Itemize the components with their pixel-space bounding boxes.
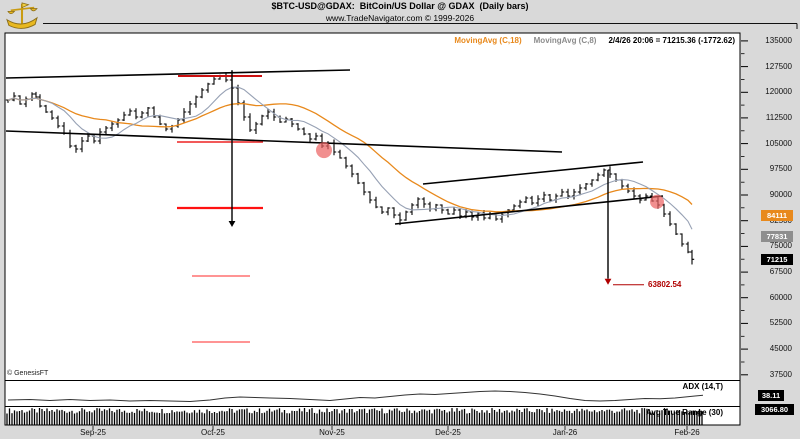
trendline[interactable] [422,161,644,185]
quote-readout: 2/4/26 20:06 = 71215.36 (-1772.62) [608,36,735,45]
x-axis-month-label: Oct-25 [200,428,225,437]
y-axis-label: 67500 [769,267,792,277]
chart-subtitle: www.TradeNavigator.com © 1999-2026 [319,13,481,23]
y-axis-label: 37500 [769,369,792,379]
y-axis-label: 52500 [769,318,792,328]
ma8-value-badge: 77831 [761,231,793,243]
y-axis-label: 60000 [769,292,792,302]
x-axis-month-label: Nov-25 [319,428,345,437]
highlight-circle[interactable] [650,194,664,209]
ma18-line [7,97,693,213]
y-axis-label: 112500 [765,112,792,122]
y-axis-label: 97500 [769,164,792,174]
ma8-layer [7,86,693,230]
arrows-layer [228,71,644,286]
ma18-layer [7,97,693,213]
down-arrow-head [228,221,236,227]
adx-value-badge: 38.11 [758,390,784,401]
y-axis-label: 135000 [765,35,792,45]
y-axis-label: 90000 [769,190,792,199]
circles-layer [316,142,664,209]
redlines-layer [177,75,263,343]
chart-title: $BTC-USD@GDAX: BitCoin/US Dollar @ GDAX … [271,1,529,11]
y-axis-label: 127500 [765,61,792,71]
adx-layer [7,390,704,403]
x-axis-month-label: Jan-26 [552,428,578,437]
adx-panel-label: ADX (14,T) [682,382,723,391]
down-arrow-head [604,278,612,285]
atr-panel-label: Avg True Range (30) [645,408,723,417]
last-price-badge: 71215 [761,253,793,265]
genesis-logo-icon [6,2,38,29]
genesisft-watermark: © GenesisFT [7,370,49,377]
trend-layer [5,69,664,225]
ticks-layer [92,40,748,430]
x-axis-month-label: Dec-25 [435,428,461,437]
trendline[interactable] [5,130,563,153]
ma18-value-badge: 84111 [761,209,793,221]
y-axis-label: 75000 [769,241,792,251]
y-axis-label: 120000 [765,87,792,97]
ma8-line [7,86,693,230]
x-axis-month-label: Sep-25 [80,428,106,437]
highlight-circle[interactable] [316,142,332,159]
plot-frame[interactable] [4,32,741,426]
x-axis-month-label: Feb-26 [674,428,700,437]
y-axis-label: 105000 [765,138,792,148]
atr-value-badge: 3066.80 [755,404,794,415]
trendline[interactable] [5,69,351,79]
trendline[interactable] [394,195,664,225]
adx-line [7,390,704,403]
indicator-legend: MovingAvg (C,18) MovingAvg (C,8) 2/4/26 20… [454,36,735,45]
atr-histogram [6,408,703,425]
ma8-legend-label: MovingAvg (C,8) [533,36,597,45]
target-price-label: 63802.54 [648,280,682,289]
ma18-legend-label: MovingAvg (C,18) [454,36,522,45]
y-axis-label: 45000 [769,344,792,354]
